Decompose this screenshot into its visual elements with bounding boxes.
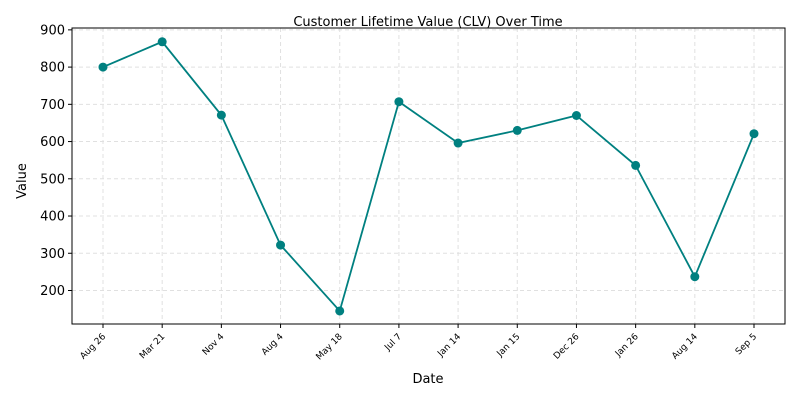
y-tick-label: 400 (40, 210, 65, 225)
y-axis-label: Value (15, 163, 30, 199)
x-tick-label: Jul 7 (382, 332, 404, 354)
x-tick-label: Mar 21 (138, 332, 167, 361)
y-tick-label: 500 (40, 172, 65, 187)
series-clv (98, 37, 759, 316)
data-point (631, 160, 641, 170)
chart-title: Customer Lifetime Value (CLV) Over Time (293, 15, 562, 30)
x-tick-label: Aug 26 (79, 332, 109, 362)
series-line (102, 40, 755, 313)
axis-ticks: 200 300 400 500 600 700 800 900 Aug 26 Mar 21 Nov … (40, 23, 759, 362)
data-point (571, 110, 581, 120)
data-point (453, 138, 463, 148)
x-tick-label: May 18 (314, 332, 345, 363)
x-tick-label: Dec 26 (552, 332, 582, 362)
x-axis-label: Date (412, 372, 443, 387)
y-tick-label: 600 (40, 135, 65, 150)
y-tick-label: 300 (40, 247, 65, 262)
data-point (98, 62, 108, 72)
y-tick-label: 800 (40, 61, 65, 76)
data-point (157, 37, 167, 47)
x-tick-label: Aug 14 (670, 332, 700, 362)
data-point (749, 129, 759, 139)
data-point (394, 97, 404, 107)
y-tick-label: 900 (40, 23, 65, 38)
x-tick-label: Nov 4 (201, 332, 227, 358)
data-point (690, 272, 700, 282)
y-tick-label: 700 (40, 98, 65, 113)
data-point (335, 306, 345, 316)
x-tick-label: Jan 14 (436, 332, 464, 360)
y-tick-label: 200 (40, 284, 65, 299)
x-tick-label: Jan 26 (613, 332, 641, 360)
x-tick-label: Jan 15 (495, 332, 523, 360)
data-point (216, 110, 226, 120)
data-point (512, 125, 522, 135)
plot-frame (71, 27, 786, 325)
x-tick-label: Sep 5 (734, 332, 759, 357)
grid (72, 28, 785, 324)
x-tick-label: Aug 4 (260, 332, 286, 358)
data-point (276, 240, 286, 250)
